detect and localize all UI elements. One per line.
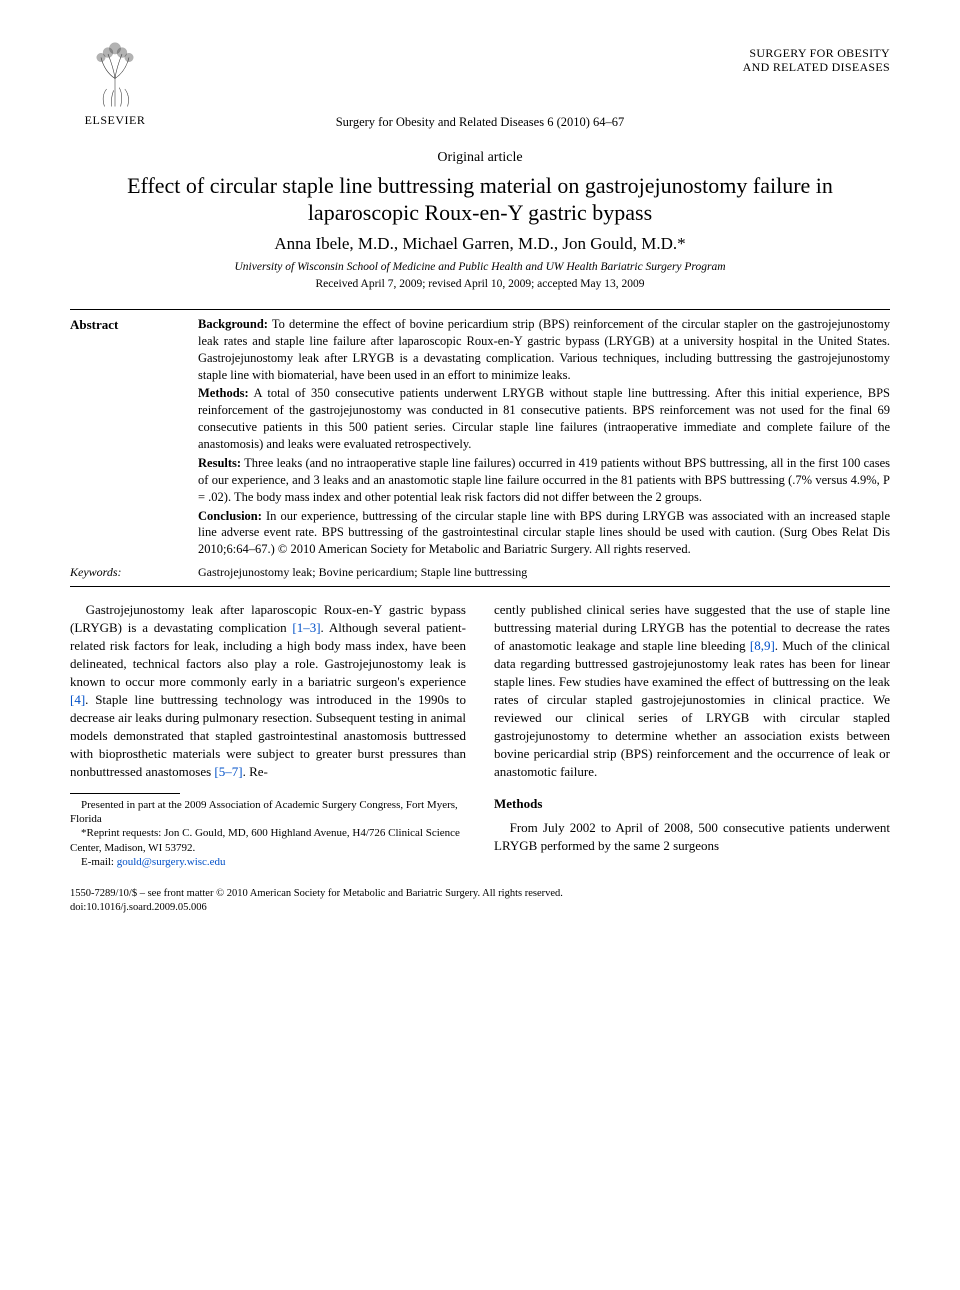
abstract-block: Abstract Background: To determine the ef…	[70, 316, 890, 560]
abstract-results: Three leaks (and no intraoperative stapl…	[198, 456, 890, 504]
footnote-reprint: *Reprint requests: Jon C. Gould, MD, 600…	[70, 826, 466, 855]
intro-paragraph: Gastrojejunostomy leak after laparoscopi…	[70, 601, 466, 780]
footer-doi: doi:10.1016/j.soard.2009.05.006	[70, 901, 890, 915]
abstract-conclusion: In our experience, buttressing of the ci…	[198, 509, 890, 557]
article-title: Effect of circular staple line buttressi…	[70, 172, 890, 227]
publisher-block: ELSEVIER	[70, 40, 160, 128]
abstract-conclusion-label: Conclusion:	[198, 509, 262, 523]
column-right: cently published clinical series have su…	[494, 601, 890, 869]
abstract-methods-label: Methods:	[198, 386, 249, 400]
footnote-presented: Presented in part at the 2009 Associatio…	[70, 798, 466, 827]
citation-5-7[interactable]: [5–7]	[214, 764, 242, 779]
abstract-body: Background: To determine the effect of b…	[198, 316, 890, 560]
email-link[interactable]: gould@surgery.wisc.edu	[117, 856, 226, 868]
abstract-results-label: Results:	[198, 456, 241, 470]
abstract-methods: A total of 350 consecutive patients unde…	[198, 386, 890, 451]
abstract-label: Abstract	[70, 316, 180, 560]
abstract-background-label: Background:	[198, 317, 268, 331]
keywords-label: Keywords:	[70, 564, 180, 580]
journal-name: SURGERY FOR OBESITY AND RELATED DISEASES	[743, 40, 890, 75]
footnote-email-line: E-mail: gould@surgery.wisc.edu	[70, 855, 466, 869]
elsevier-tree-logo	[80, 40, 150, 110]
publisher-name: ELSEVIER	[85, 112, 146, 128]
footnote-separator	[70, 793, 180, 794]
column-left: Gastrojejunostomy leak after laparoscopi…	[70, 601, 466, 869]
methods-paragraph: From July 2002 to April of 2008, 500 con…	[494, 819, 890, 855]
divider-top	[70, 309, 890, 310]
article-authors: Anna Ibele, M.D., Michael Garren, M.D., …	[70, 233, 890, 256]
body-columns: Gastrojejunostomy leak after laparoscopi…	[70, 601, 890, 869]
keywords-text: Gastrojejunostomy leak; Bovine pericardi…	[198, 564, 890, 580]
citation-1-3[interactable]: [1–3]	[292, 620, 320, 635]
journal-name-line1: SURGERY FOR OBESITY	[743, 46, 890, 60]
intro-paragraph-cont: cently published clinical series have su…	[494, 601, 890, 780]
keywords-row: Keywords: Gastrojejunostomy leak; Bovine…	[70, 564, 890, 580]
article-dates: Received April 7, 2009; revised April 10…	[70, 277, 890, 293]
article-affiliation: University of Wisconsin School of Medici…	[70, 260, 890, 276]
footer-copyright: 1550-7289/10/$ – see front matter © 2010…	[70, 887, 890, 901]
journal-name-line2: AND RELATED DISEASES	[743, 60, 890, 74]
page-footer: 1550-7289/10/$ – see front matter © 2010…	[70, 887, 890, 914]
article-type: Original article	[70, 149, 890, 168]
email-label: E-mail:	[81, 856, 117, 868]
citation-8-9[interactable]: [8,9]	[750, 638, 775, 653]
section-heading-methods: Methods	[494, 795, 890, 813]
journal-reference: Surgery for Obesity and Related Diseases…	[70, 114, 890, 131]
citation-4[interactable]: [4]	[70, 692, 85, 707]
divider-bottom	[70, 586, 890, 587]
abstract-background: To determine the effect of bovine perica…	[198, 317, 890, 382]
footnotes: Presented in part at the 2009 Associatio…	[70, 798, 466, 869]
